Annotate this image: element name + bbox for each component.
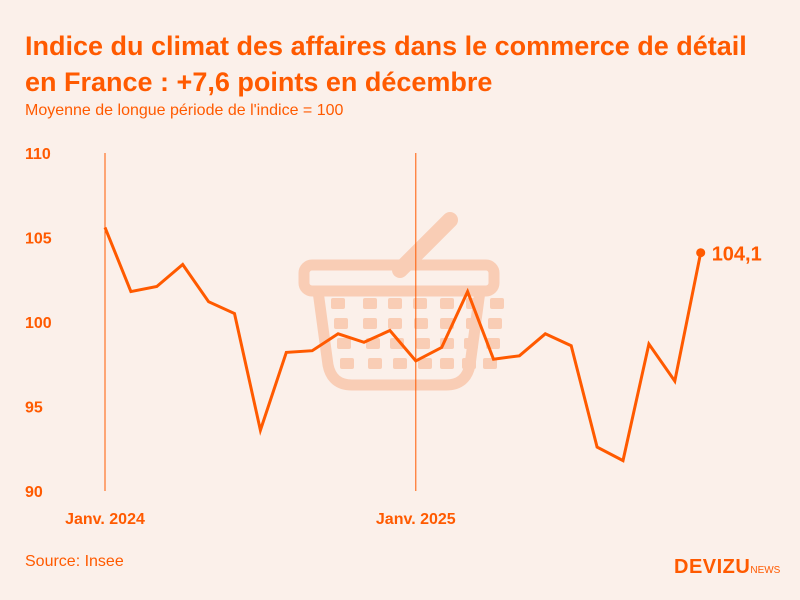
- basket-hole: [393, 358, 407, 369]
- basket-hole: [363, 318, 377, 329]
- devizu-logo: DEVIZUNEWS: [674, 556, 780, 579]
- basket-hole: [490, 298, 504, 309]
- basket-hole: [331, 298, 345, 309]
- y-tick-label: 110: [25, 146, 51, 163]
- basket-hole: [414, 318, 428, 329]
- last-value-label: 104,1: [712, 244, 762, 266]
- chart-title: Indice du climat des affaires dans le co…: [25, 31, 747, 97]
- x-tick-label: Janv. 2024: [65, 511, 145, 528]
- chart-subtitle: Moyenne de longue période de l'indice = …: [25, 102, 344, 119]
- basket-hole: [440, 358, 454, 369]
- source-note: Source: Insee: [25, 553, 124, 570]
- y-tick-label: 105: [25, 231, 52, 248]
- basket-hole: [418, 358, 432, 369]
- series-line: [103, 226, 703, 463]
- last-point-marker: [696, 248, 706, 258]
- basket-hole: [466, 318, 480, 329]
- basket-hole: [388, 318, 402, 329]
- basket-hole: [488, 318, 502, 329]
- basket-hole: [464, 338, 478, 349]
- basket-hole: [483, 358, 497, 369]
- basket-hole: [334, 318, 348, 329]
- y-tick-label: 100: [25, 315, 52, 332]
- basket-hole: [368, 358, 382, 369]
- x-tick-label: Janv. 2025: [376, 511, 456, 528]
- basket-hole: [363, 298, 377, 309]
- y-tick-label: 95: [25, 400, 43, 417]
- basket-hole: [388, 298, 402, 309]
- y-tick-label: 90: [25, 484, 43, 501]
- basket-hole: [340, 358, 354, 369]
- basket-hole: [413, 298, 427, 309]
- basket-hole: [337, 338, 351, 349]
- shopping-basket-icon: [298, 212, 500, 391]
- basket-hole: [440, 298, 454, 309]
- logo-main: DEVIZU: [674, 556, 751, 578]
- logo-suffix: NEWS: [750, 565, 781, 576]
- basket-hole: [416, 338, 430, 349]
- basket-hole: [462, 358, 476, 369]
